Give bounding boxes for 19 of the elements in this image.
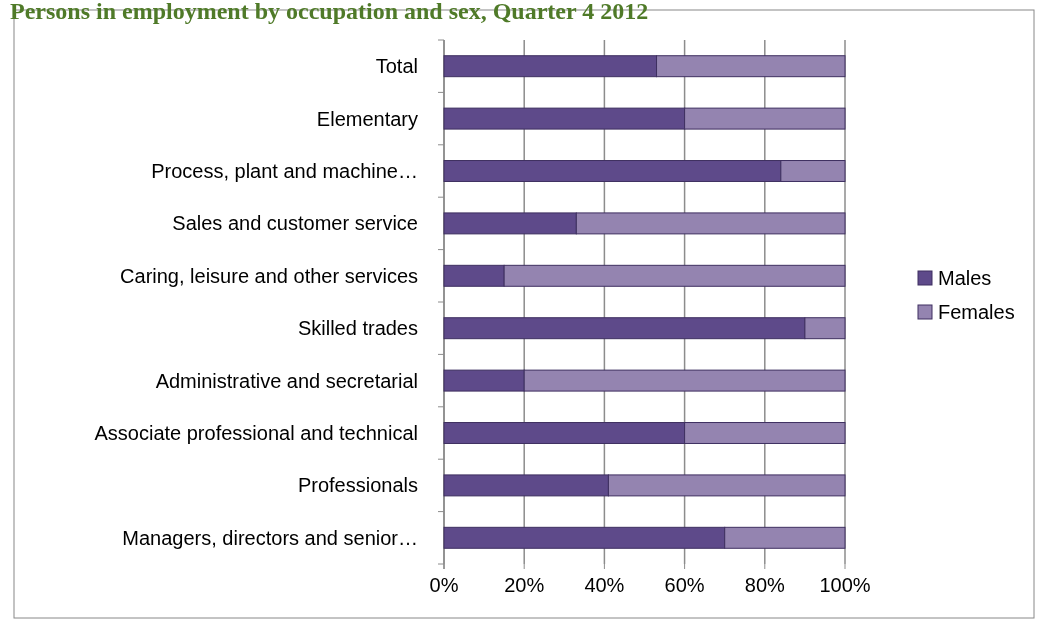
y-tick-label: Process, plant and machine… [151, 160, 418, 182]
chart-title: Persons in employment by occupation and sex, Quarter 4 2012 [10, 0, 649, 24]
y-tick-label: Associate professional and technical [94, 422, 418, 444]
x-tick-label: 40% [584, 574, 625, 596]
y-tick-label: Managers, directors and senior… [122, 526, 418, 549]
y-tick-label: Administrative and secretarial [155, 369, 418, 392]
x-tick-label: 80% [744, 574, 786, 596]
y-tick-label: Caring, leisure and other services [120, 264, 418, 287]
legend-label: Males [938, 267, 992, 289]
x-tick-label: 100% [819, 574, 871, 596]
y-tick-label: Professionals [297, 474, 418, 497]
y-tick-label: Skilled trades [297, 317, 418, 340]
x-tick-label: 0% [429, 574, 459, 596]
x-tick-label: 20% [504, 574, 545, 596]
legend-label: Females [938, 301, 1015, 323]
y-tick-label: Elementary [316, 107, 418, 130]
x-tick-label: 60% [664, 574, 705, 596]
y-tick-label: Total [375, 55, 418, 78]
y-tick-label: Sales and customer service [172, 212, 418, 235]
